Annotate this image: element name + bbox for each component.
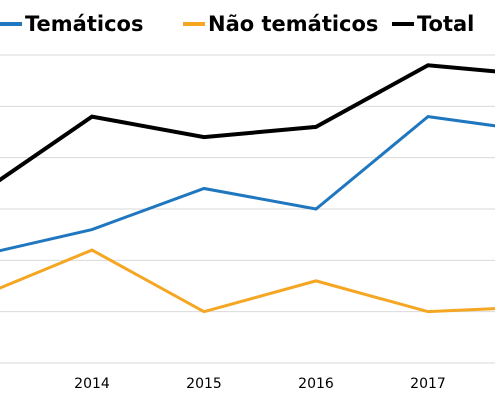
legend-label-total: Total <box>417 12 475 36</box>
legend-item-total: Total <box>392 8 474 40</box>
x-tick-label-2015: 2015 <box>186 376 222 392</box>
series-line-total <box>0 63 495 183</box>
gridlines <box>0 54 495 364</box>
legend-item-nao-tematicos: Não temáticos <box>183 8 378 40</box>
legend-item-tematicos: Temáticos <box>0 8 143 40</box>
series-line-tem-ticos <box>0 115 495 253</box>
legend-label-tematicos: Temáticos <box>25 12 144 36</box>
legend-swatch-tematicos <box>0 22 22 26</box>
legend-swatch-nao-tematicos <box>183 22 205 26</box>
x-tick-label-2017: 2017 <box>410 376 446 392</box>
chart-legend: Temáticos Não temáticos Total <box>0 8 495 40</box>
x-axis-tick-labels: 2014 2015 2016 2017 <box>74 376 446 392</box>
legend-label-nao-tematicos: Não temáticos <box>208 12 379 36</box>
series-lines <box>0 63 495 314</box>
legend-swatch-total <box>392 22 414 26</box>
series-line-n-o-tem-ticos <box>0 248 495 314</box>
x-tick-label-2014: 2014 <box>74 376 110 392</box>
x-tick-label-2016: 2016 <box>298 376 334 392</box>
